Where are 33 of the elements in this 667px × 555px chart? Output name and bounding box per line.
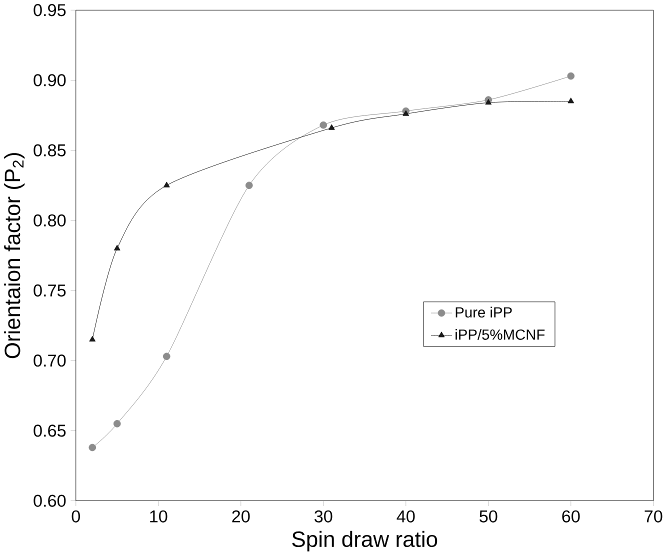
x-tick-label: 0 [72,510,80,522]
y-tick-label: 0.60 [34,494,66,507]
point [89,336,96,342]
y-tick-label: 0.95 [34,4,66,16]
point [485,98,492,104]
point [88,444,96,451]
legend-label: Pure iPP [456,306,512,318]
point [114,244,120,250]
point [245,181,253,189]
point [568,97,574,103]
point [402,110,410,116]
y-tick-label: 0.65 [34,424,66,437]
x-tick-label: 50 [480,510,498,522]
point [320,121,328,129]
x-tick-label: 30 [314,510,332,522]
y-tick-label: 0.80 [34,214,66,226]
x-tick-label: 60 [562,510,580,522]
y-tick-label: 0.85 [34,144,66,156]
point [162,352,170,360]
x-tick-label: 10 [150,510,168,522]
y-tick-label: 0.70 [34,354,66,366]
point [113,420,121,428]
point [163,181,170,188]
x-axis-title: Spin draw ratio [292,530,438,552]
y-axis-title: Orientaion factor (P$_{2}$) [4,152,25,358]
y-tick-label: 0.90 [34,74,66,86]
point [328,124,335,130]
x-tick-label: 70 [644,510,662,522]
legend-label: iPP/5%MCNF [456,328,545,340]
x-tick-label: 40 [396,510,415,522]
point [567,72,575,80]
y-tick-label: 0.75 [34,284,66,296]
x-tick-label: 20 [232,510,250,522]
